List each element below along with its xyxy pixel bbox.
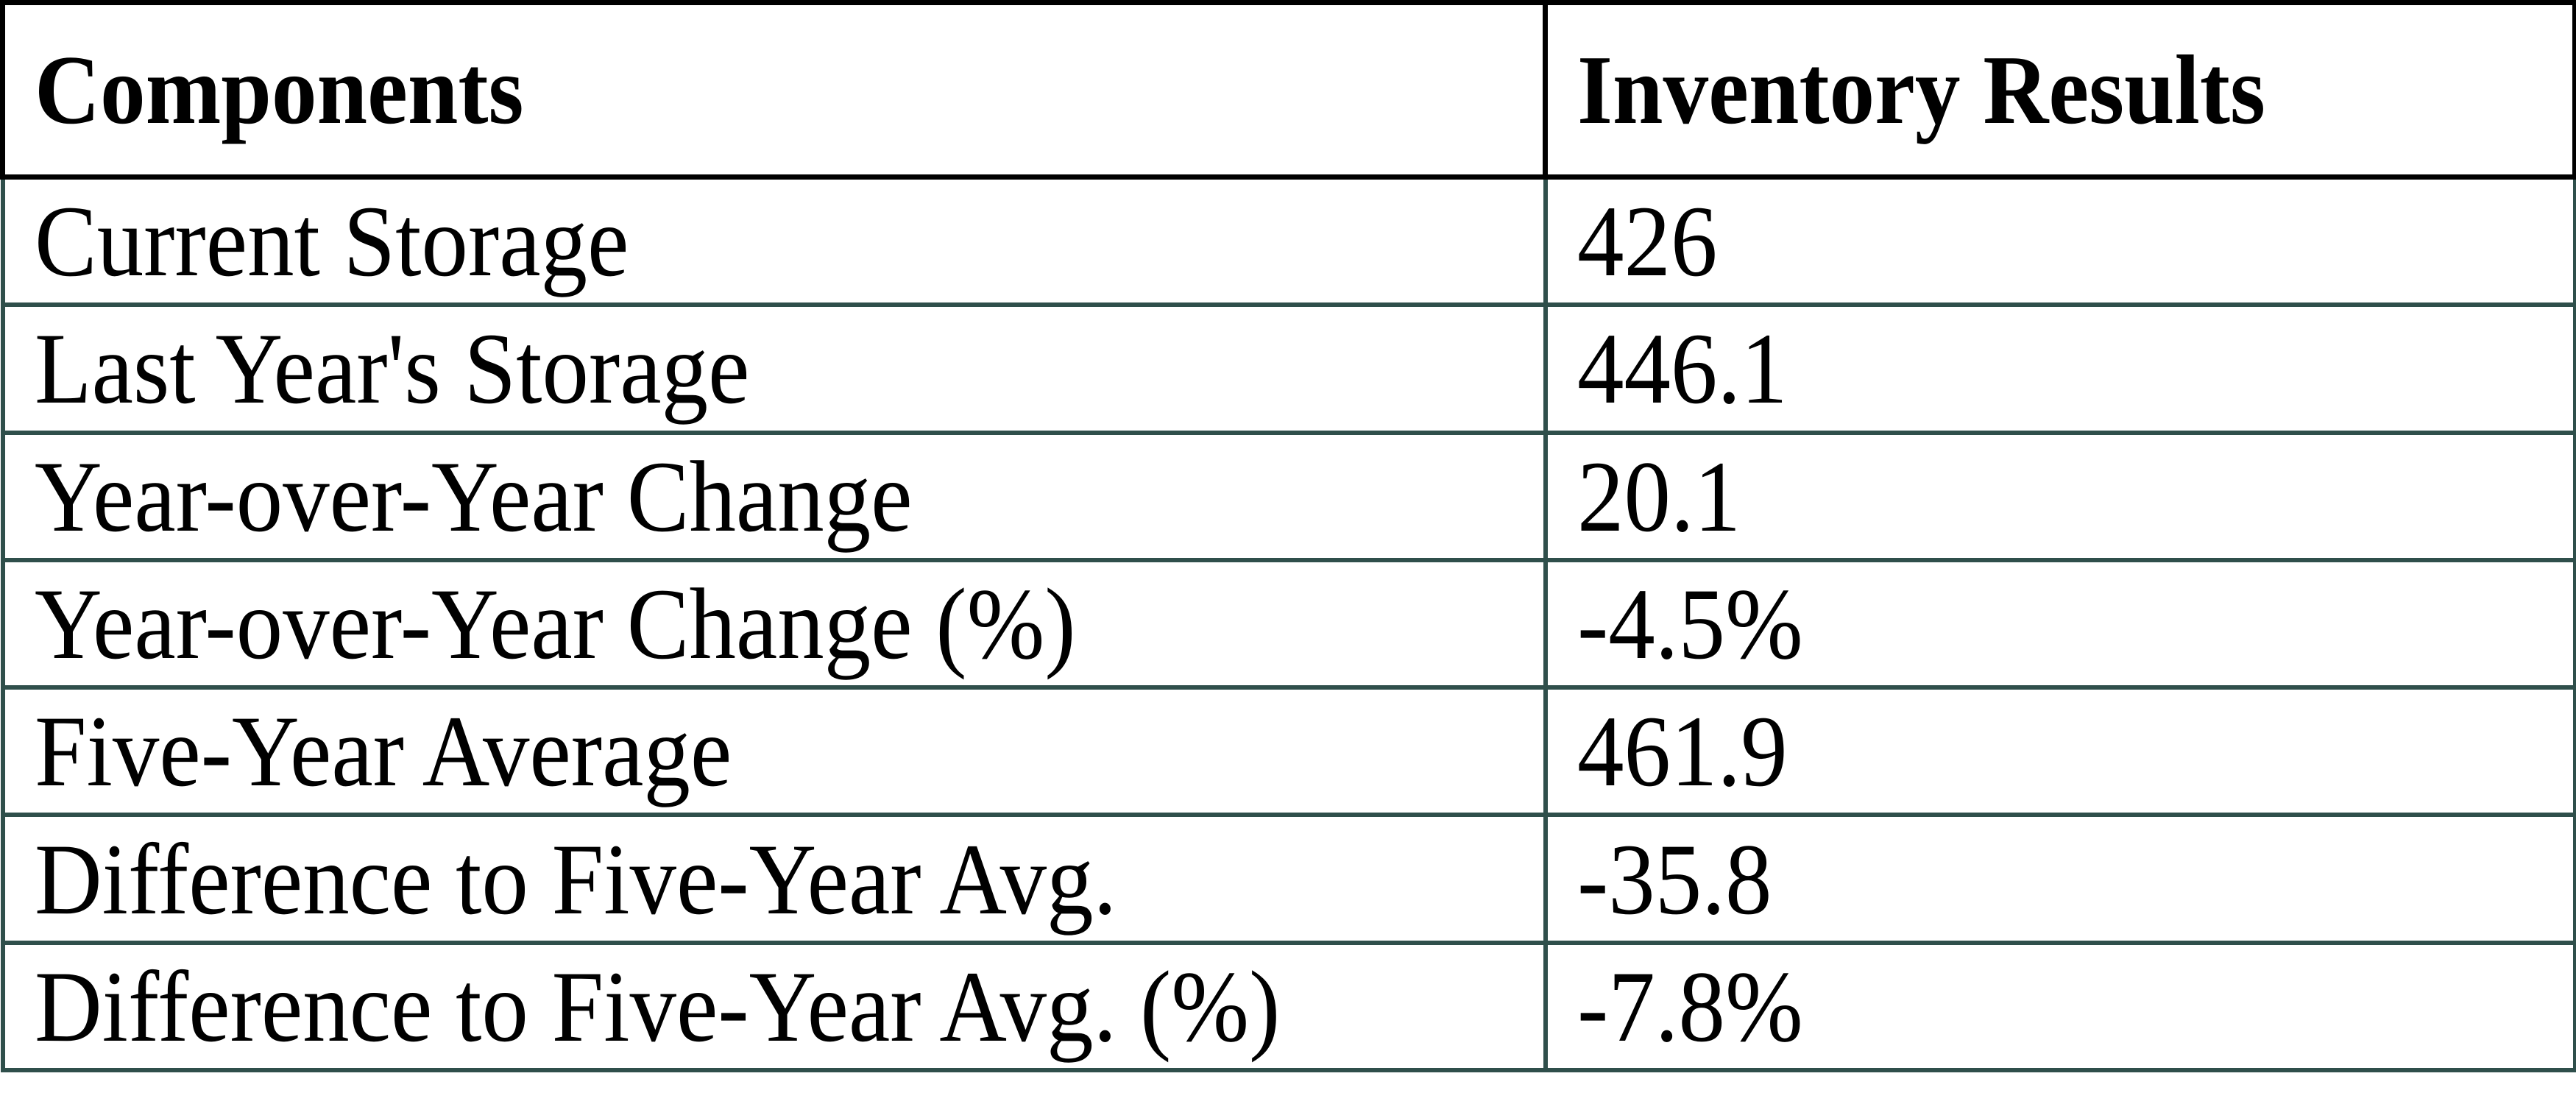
col-header-inventory-results: Inventory Results bbox=[1543, 0, 2576, 180]
inventory-table: Components Inventory Results Current Sto… bbox=[0, 0, 2576, 1073]
value-cell: 446.1 bbox=[1543, 302, 2576, 435]
component-label: Difference to Five-Year Avg. (%) bbox=[34, 949, 1280, 1063]
value-cell: -4.5% bbox=[1543, 557, 2576, 690]
component-cell: Year-over-Year Change bbox=[0, 430, 1548, 562]
component-label: Current Storage bbox=[34, 185, 629, 298]
value-cell: -35.8 bbox=[1543, 813, 2576, 945]
table-row: Last Year's Storage 446.1 bbox=[0, 302, 2576, 435]
component-label: Year-over-Year Change (%) bbox=[34, 567, 1076, 680]
table-header: Components Inventory Results bbox=[0, 0, 2576, 180]
table-body: Current Storage 426 Last Year's Storage … bbox=[0, 174, 2576, 1073]
component-cell: Five-Year Average bbox=[0, 685, 1548, 818]
value-text: -7.8% bbox=[1577, 949, 1803, 1063]
value-text: 446.1 bbox=[1577, 312, 1788, 425]
component-cell: Last Year's Storage bbox=[0, 302, 1548, 435]
value-text: 20.1 bbox=[1577, 439, 1741, 553]
col-header-inventory-results-label: Inventory Results bbox=[1577, 35, 2265, 144]
component-label: Last Year's Storage bbox=[34, 312, 749, 425]
value-text: 461.9 bbox=[1577, 695, 1788, 808]
component-cell: Difference to Five-Year Avg. (%) bbox=[0, 940, 1548, 1073]
value-cell: -7.8% bbox=[1543, 940, 2576, 1073]
table-row: Difference to Five-Year Avg. (%) -7.8% bbox=[0, 940, 2576, 1073]
value-cell: 20.1 bbox=[1543, 430, 2576, 562]
component-cell: Year-over-Year Change (%) bbox=[0, 557, 1548, 690]
component-label: Year-over-Year Change bbox=[34, 439, 913, 553]
component-cell: Difference to Five-Year Avg. bbox=[0, 813, 1548, 945]
table-row: Difference to Five-Year Avg. -35.8 bbox=[0, 813, 2576, 945]
component-cell: Current Storage bbox=[0, 174, 1548, 308]
value-text: 426 bbox=[1577, 185, 1717, 298]
table-row: Five-Year Average 461.9 bbox=[0, 685, 2576, 818]
value-cell: 461.9 bbox=[1543, 685, 2576, 818]
table-row: Current Storage 426 bbox=[0, 174, 2576, 308]
value-cell: 426 bbox=[1543, 174, 2576, 308]
header-row: Components Inventory Results bbox=[0, 0, 2576, 180]
table-row: Year-over-Year Change 20.1 bbox=[0, 430, 2576, 562]
component-label: Difference to Five-Year Avg. bbox=[34, 822, 1117, 935]
col-header-components: Components bbox=[0, 0, 1548, 180]
component-label: Five-Year Average bbox=[34, 695, 732, 808]
col-header-components-label: Components bbox=[35, 35, 524, 144]
value-text: -35.8 bbox=[1577, 822, 1772, 935]
table-row: Year-over-Year Change (%) -4.5% bbox=[0, 557, 2576, 690]
value-text: -4.5% bbox=[1577, 567, 1803, 680]
